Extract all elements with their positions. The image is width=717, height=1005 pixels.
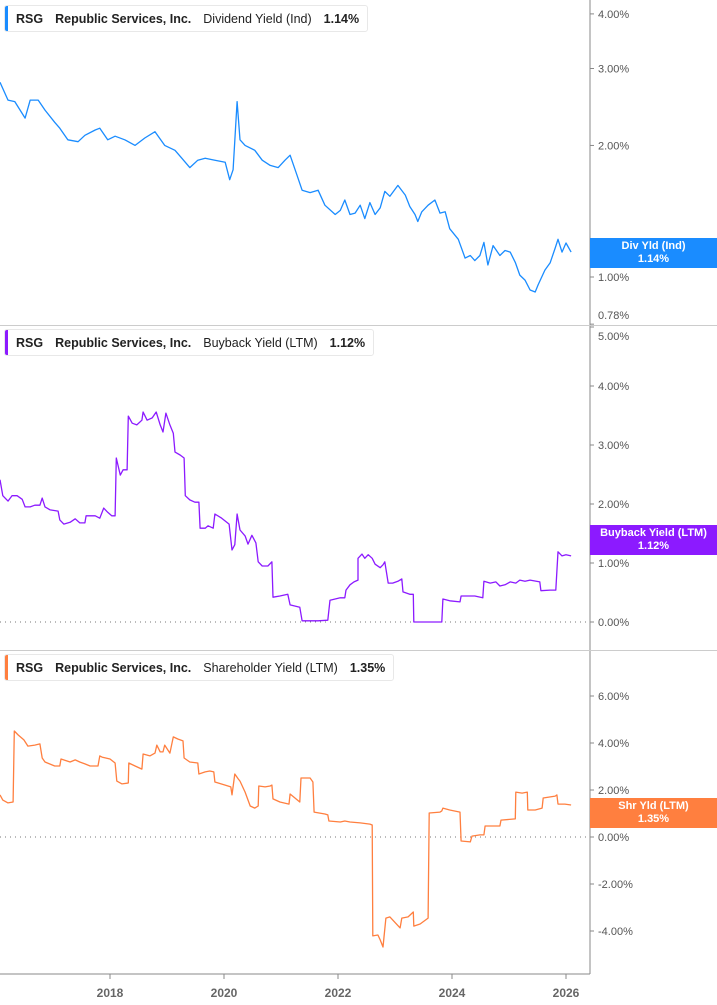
current-value-badge-shareholder: Shr Yld (LTM) 1.35% — [590, 798, 717, 828]
y-tick-label: 0.78% — [598, 310, 629, 322]
current-value-badge-dividend: Div Yld (Ind) 1.14% — [590, 238, 717, 268]
series-line-shareholder-yield — [0, 730, 572, 948]
x-tick-label: 2026 — [553, 986, 580, 1000]
series-color-marker — [5, 655, 8, 680]
y-tick-label: 4.00% — [598, 738, 629, 750]
legend-metric: Shareholder Yield (LTM) — [203, 660, 338, 675]
badge-label: Div Yld (Ind) — [621, 240, 686, 252]
badge-value: 1.35% — [637, 813, 670, 825]
series-line-dividend-yield — [0, 82, 572, 293]
y-tick-label: -4.00% — [598, 926, 633, 938]
badge-value: 1.14% — [637, 253, 670, 265]
legend-ticker: RSG — [16, 11, 44, 26]
y-tick-label: 3.00% — [598, 440, 629, 452]
legend-metric: Buyback Yield (LTM) — [203, 335, 318, 350]
badge-label: Buyback Yield (LTM) — [600, 527, 707, 539]
series-color-marker — [5, 330, 8, 355]
y-tick-label: 0.00% — [598, 832, 629, 844]
y-tick-label: 1.00% — [598, 272, 629, 284]
legend-company: Republic Services, Inc. — [55, 11, 192, 26]
legend-ticker: RSG — [16, 335, 44, 350]
legend-ticker: RSG — [16, 660, 44, 675]
y-tick-label: 2.00% — [598, 140, 629, 152]
legend-value: 1.12% — [329, 335, 366, 350]
series-color-marker — [5, 6, 8, 31]
y-tick-label: 6.00% — [598, 691, 629, 703]
current-value-badge-buyback: Buyback Yield (LTM) 1.12% — [590, 525, 717, 555]
y-tick-label: 2.00% — [598, 499, 629, 511]
y-tick-label: 5.00% — [598, 331, 629, 343]
legend-company: Republic Services, Inc. — [55, 335, 192, 350]
legend-shareholder-yield: RSG Republic Services, Inc. Shareholder … — [4, 654, 395, 681]
legend-buyback-yield: RSG Republic Services, Inc. Buyback Yiel… — [4, 329, 375, 356]
x-tick-label: 2020 — [211, 986, 238, 1000]
series-line-buyback-yield — [0, 411, 572, 623]
y-tick-label: 0.00% — [598, 617, 629, 629]
legend-metric: Dividend Yield (Ind) — [203, 11, 312, 26]
y-tick-label: -2.00% — [598, 879, 633, 891]
x-tick-label: 2024 — [439, 986, 466, 1000]
legend-dividend-yield: RSG Republic Services, Inc. Dividend Yie… — [4, 5, 369, 32]
y-tick-label: 2.00% — [598, 785, 629, 797]
y-tick-label: 4.00% — [598, 381, 629, 393]
x-tick-label: 2022 — [325, 986, 352, 1000]
legend-company: Republic Services, Inc. — [55, 660, 192, 675]
y-tick-label: 3.00% — [598, 63, 629, 75]
y-tick-label: 4.00% — [598, 9, 629, 21]
legend-value: 1.35% — [349, 660, 386, 675]
badge-label: Shr Yld (LTM) — [618, 800, 689, 812]
y-tick-label: 1.00% — [598, 558, 629, 570]
x-tick-label: 2018 — [97, 986, 124, 1000]
badge-value: 1.12% — [637, 540, 670, 552]
legend-value: 1.14% — [323, 11, 360, 26]
